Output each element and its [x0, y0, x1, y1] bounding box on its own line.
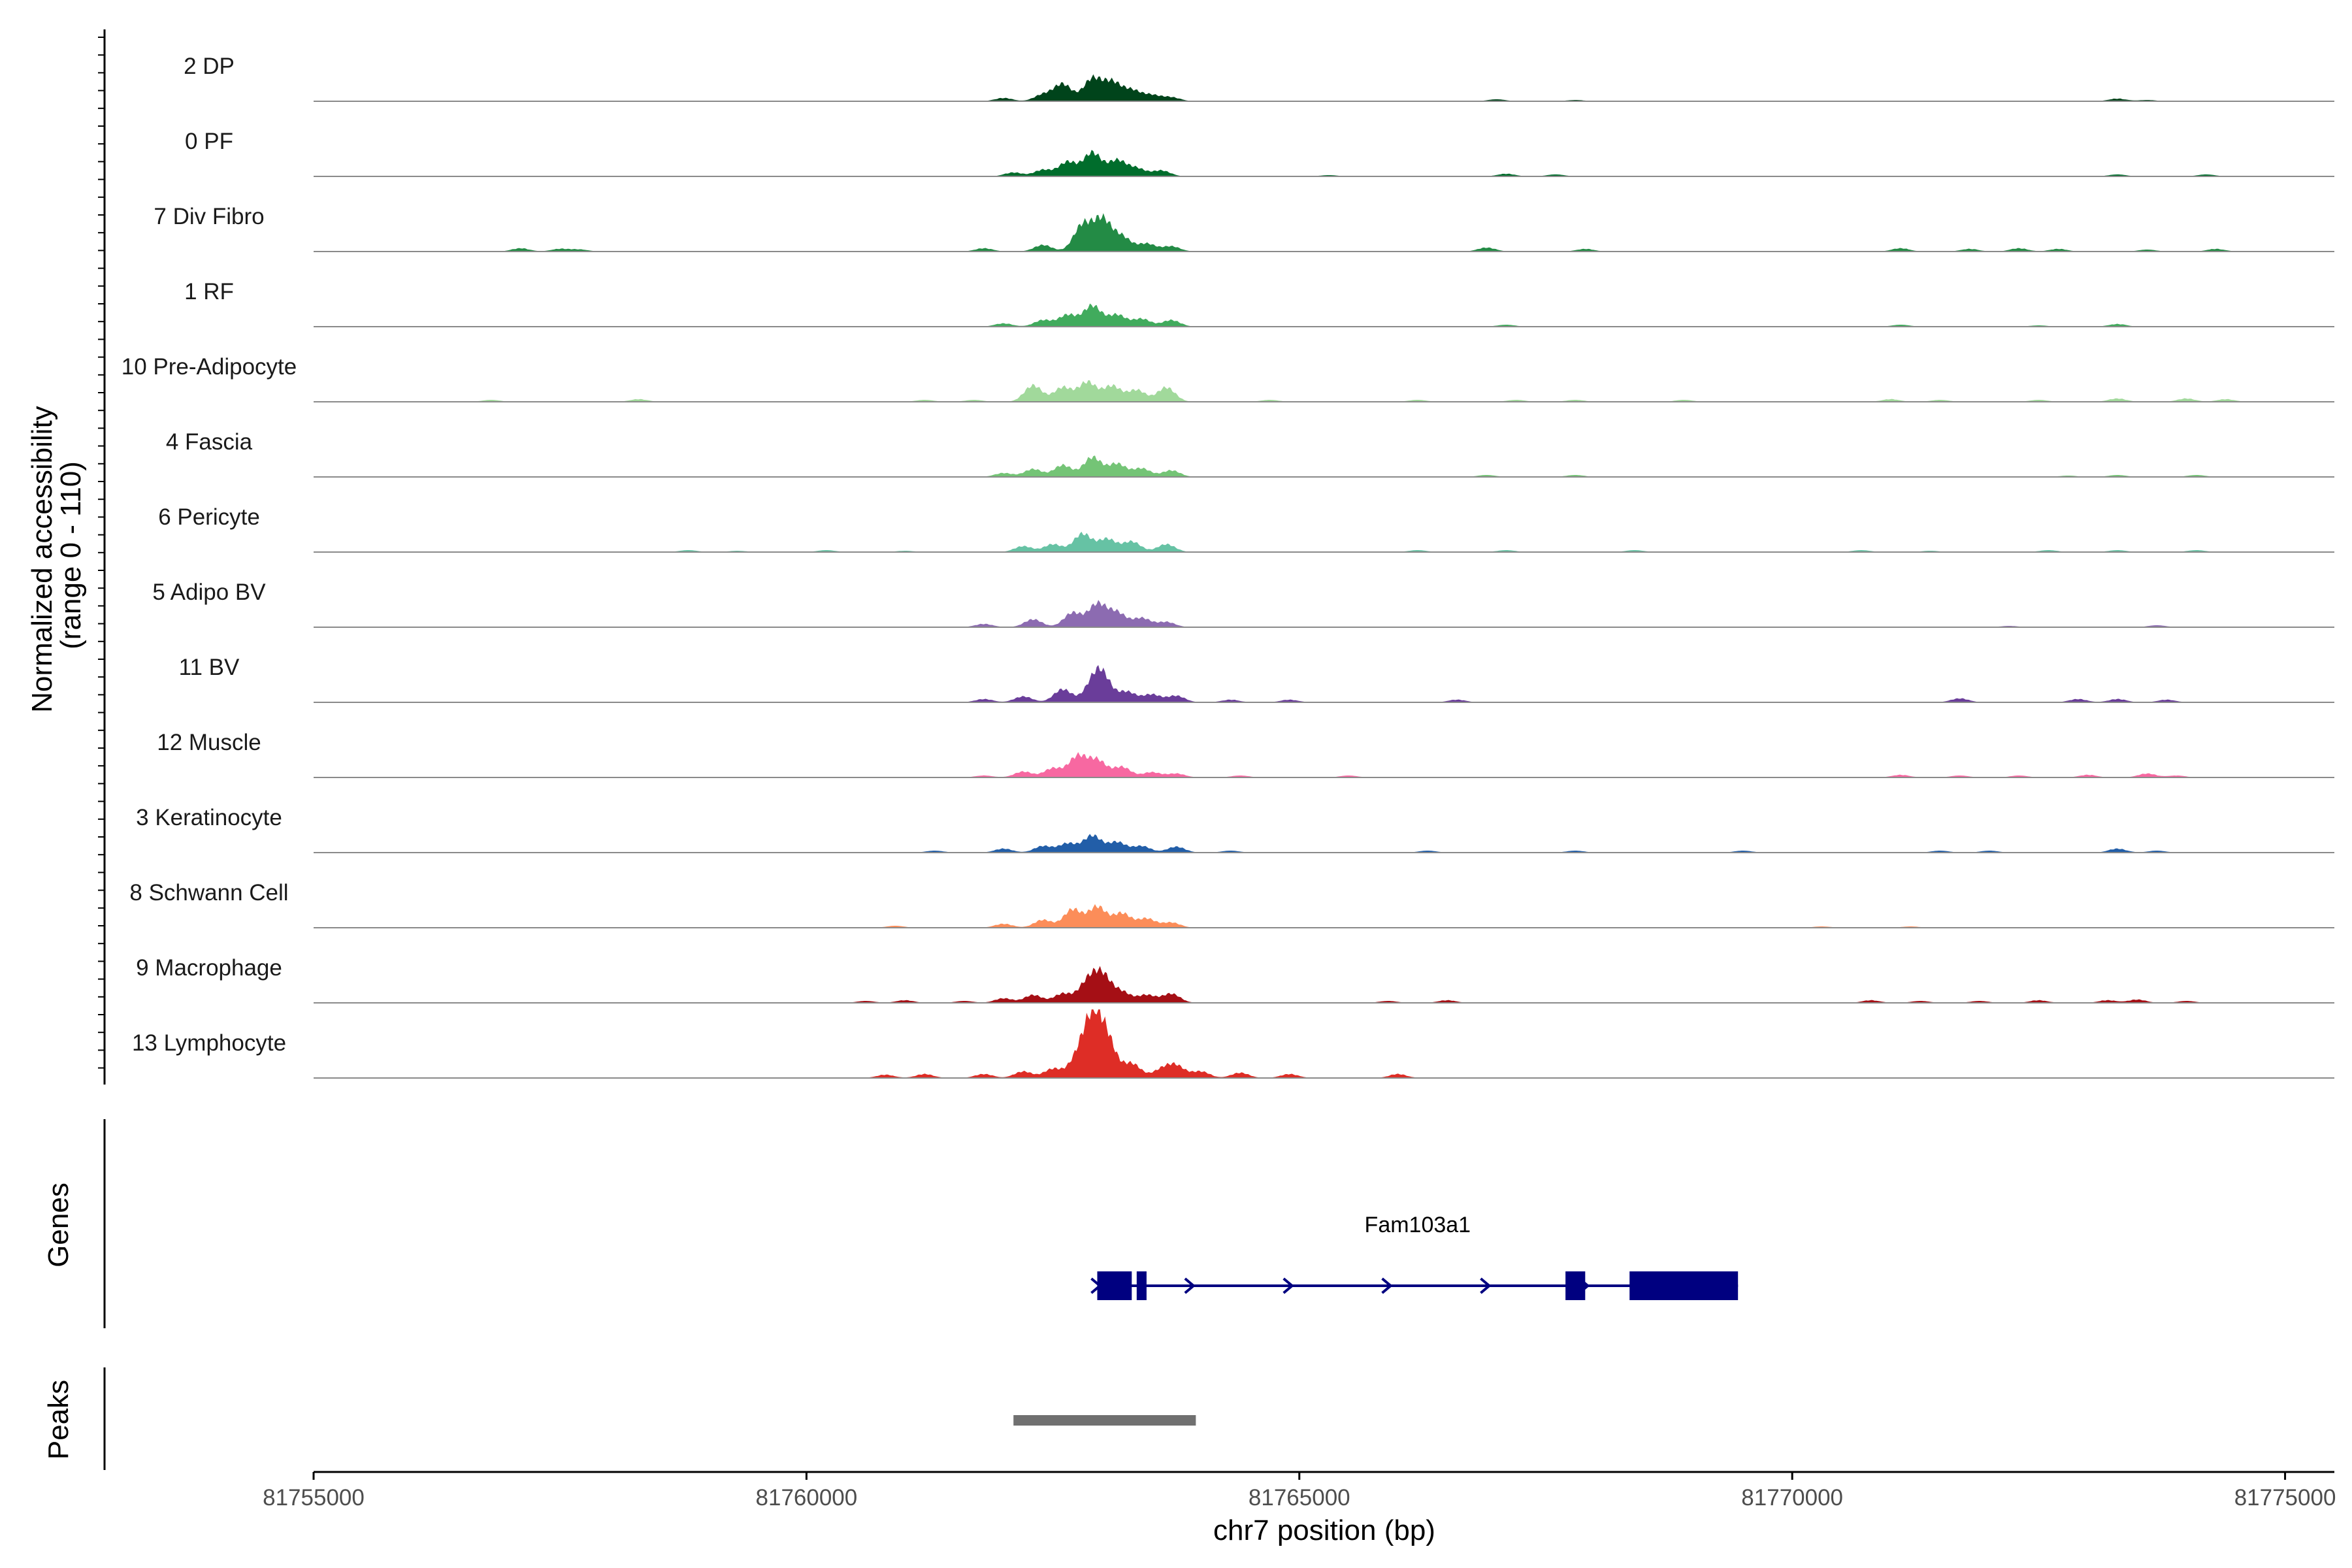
track-label: 9 Macrophage	[136, 955, 282, 981]
y-axis-title-line-2: (range 0 - 110)	[55, 461, 87, 649]
track-label: 3 Keratinocyte	[136, 805, 282, 830]
track-label: 1 RF	[184, 279, 234, 304]
x-axis: 81755000 81760000 81765000 81770000 81775000…	[263, 1471, 2336, 1546]
genes-axis-title: Genes	[42, 1183, 74, 1267]
track: 9 Macrophage	[136, 955, 2334, 1004]
peaks-axis-title: Peaks	[42, 1380, 74, 1460]
coverage-area	[314, 752, 2334, 777]
track-label: 12 Muscle	[157, 730, 261, 755]
track: 3 Keratinocyte	[136, 805, 2334, 853]
x-ticks: 81755000 81760000 81765000 81770000 81775000	[263, 1472, 2336, 1511]
track: 7 Div Fibro	[154, 204, 2334, 252]
track: 8 Schwann Cell	[129, 880, 2334, 928]
coverage-area	[314, 1009, 2334, 1078]
peak-bar	[1013, 1415, 1196, 1426]
x-tick-label: 81760000	[756, 1485, 858, 1511]
strand-arrow	[1578, 1277, 1590, 1294]
track: 4 Fascia	[166, 429, 2334, 478]
y-axis-title: Normalized accessibility (range 0 - 110)	[26, 398, 87, 713]
coverage-area	[314, 303, 2334, 327]
gene-exon	[1565, 1271, 1586, 1300]
coverage-area	[314, 74, 2334, 101]
track-label: 11 BV	[179, 655, 240, 680]
track-label: 10 Pre-Adipocyte	[122, 354, 297, 380]
track-label: 8 Schwann Cell	[129, 880, 288, 906]
coverage-area	[314, 904, 2334, 928]
gene-exon	[1097, 1271, 1132, 1300]
x-tick-label: 81765000	[1249, 1485, 1350, 1511]
coverage-tracks: 2 DP 0 PF 7 Div Fibro 1 RF 10 Pre-Adipocyte 4…	[98, 29, 2334, 1085]
x-axis-title: chr7 position (bp)	[1213, 1514, 1435, 1546]
coverage-area	[314, 150, 2334, 176]
strand-arrow	[1184, 1277, 1196, 1294]
x-tick-label: 81775000	[2234, 1485, 2336, 1511]
track-label: 7 Div Fibro	[154, 204, 264, 229]
strand-arrow	[1090, 1277, 1102, 1294]
track-label: 5 Adipo BV	[152, 580, 266, 605]
gene-model: Fam103a1	[1090, 1213, 1739, 1300]
coverage-area	[314, 531, 2334, 552]
track: 0 PF	[185, 129, 2334, 177]
track: 13 Lymphocyte	[132, 1009, 2334, 1079]
coverage-area	[314, 834, 2334, 853]
track: 12 Muscle	[157, 730, 2334, 778]
track: 10 Pre-Adipocyte	[122, 354, 2334, 402]
x-tick-label: 81755000	[263, 1485, 365, 1511]
gene-exon	[1136, 1271, 1147, 1300]
coverage-area	[314, 966, 2334, 1003]
track-label: 4 Fascia	[166, 429, 253, 455]
coverage-area	[314, 600, 2334, 627]
track: 11 BV	[179, 655, 2334, 703]
track-label: 6 Pericyte	[158, 504, 260, 530]
strand-arrow	[1480, 1277, 1492, 1294]
gene-name: Fam103a1	[1365, 1213, 1471, 1237]
coverage-area	[314, 213, 2334, 252]
track: 5 Adipo BV	[152, 580, 2334, 628]
peaks-panel: Peaks	[42, 1367, 1196, 1470]
strand-arrow	[1381, 1277, 1393, 1294]
x-tick-label: 81770000	[1741, 1485, 1843, 1511]
gene-exon	[1629, 1271, 1739, 1300]
track-label: 0 PF	[185, 129, 233, 154]
strand-arrow	[1282, 1277, 1294, 1294]
coverage-area	[314, 380, 2334, 402]
track-label: 13 Lymphocyte	[132, 1030, 286, 1056]
coverage-area	[314, 455, 2334, 477]
track: 6 Pericyte	[158, 504, 2334, 553]
coverage-area	[314, 664, 2334, 702]
y-axis-title-line-1: Normalized accessibility	[26, 406, 58, 712]
track: 1 RF	[184, 279, 2334, 327]
track: 2 DP	[184, 54, 2334, 102]
track-label: 2 DP	[184, 54, 235, 79]
genes-panel: Genes Fam103a1	[42, 1119, 1739, 1328]
peak-bars	[1013, 1415, 1196, 1426]
